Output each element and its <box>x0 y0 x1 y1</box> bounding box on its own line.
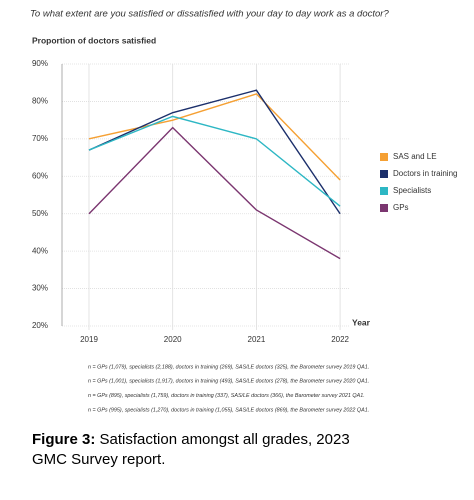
y-tick-label: 30% <box>32 284 48 293</box>
legend-swatch <box>380 170 388 178</box>
legend-label: SAS and LE <box>393 152 437 161</box>
footnote: n = GPs (1,001), specialists (1,917), do… <box>88 379 369 385</box>
y-tick-label: 80% <box>32 97 48 106</box>
y-tick-label: 50% <box>32 209 48 218</box>
caption: Figure 3: Satisfaction amongst all grade… <box>32 430 362 470</box>
caption-label: Figure 3: <box>32 431 96 448</box>
legend-label: Doctors in training <box>393 169 457 178</box>
y-tick-label: 40% <box>32 246 48 255</box>
x-tick-label: 2019 <box>80 335 98 344</box>
legend-swatch <box>380 153 388 161</box>
y-tick-label: 20% <box>32 321 48 330</box>
caption-text: Satisfaction amongst all grades, 2023 GM… <box>32 431 350 468</box>
x-tick-label: 2022 <box>331 335 349 344</box>
legend-label: GPs <box>393 203 409 212</box>
x-axis-label: Year <box>352 317 371 327</box>
legend-label: Specialists <box>393 186 431 195</box>
series-line <box>88 115 341 207</box>
y-tick-label: 60% <box>32 171 48 180</box>
series-line <box>88 126 341 260</box>
chart: To what extent are you satisfied or diss… <box>30 9 457 414</box>
footnote: n = GPs (995), specialists (1,270), doct… <box>88 407 369 413</box>
y-axis-label: Proportion of doctors satisfied <box>32 35 156 45</box>
footnote: n = GPs (1,079), specialists (2,188), do… <box>88 364 369 370</box>
series-line <box>88 93 341 181</box>
legend-swatch <box>380 204 388 212</box>
x-tick-label: 2021 <box>248 335 266 344</box>
y-tick-label: 70% <box>32 134 48 143</box>
y-tick-label: 90% <box>32 59 48 68</box>
chart-title: To what extent are you satisfied or diss… <box>30 9 389 20</box>
x-tick-label: 2020 <box>164 335 182 344</box>
series-line <box>88 89 341 215</box>
footnote: n = GPs (895), specialists (1,759), doct… <box>88 393 365 399</box>
legend-swatch <box>380 187 388 195</box>
